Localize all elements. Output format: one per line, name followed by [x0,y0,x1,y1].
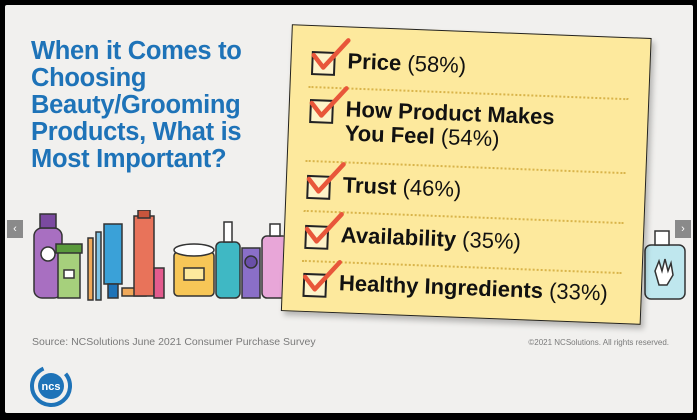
list-item: Trust (46%) [306,162,462,205]
checkmark-icon [311,38,351,70]
checkbox [304,212,344,250]
beauty-products-illustration [33,210,289,301]
checkbox [302,260,343,298]
list-item: Healthy Ingredients (33%) [302,260,609,309]
item-label: Price (58%) [347,48,467,78]
hand-sanitizer-illustration [644,230,686,300]
list-item: How Product Makes You Feel (54%) [308,86,556,153]
list-item: Availability (35%) [304,212,522,257]
logo-text: ncs [42,381,61,393]
item-label: How Product Makes You Feel (54%) [344,96,556,152]
list-item: Price (58%) [310,38,467,81]
checkmark-icon [304,212,344,244]
chevron-left-icon[interactable]: ‹ [7,220,23,238]
ncs-logo: ncs [30,365,72,407]
item-label: Healthy Ingredients (33%) [338,270,609,306]
checkmark-icon [302,260,343,292]
checkmark-icon [309,86,349,118]
copyright: ©2021 NCSolutions. All rights reserved. [528,338,669,347]
checkbox [309,86,349,124]
slide: When it Comes to Choosing Beauty/Groomin… [5,5,693,413]
chevron-right-icon[interactable]: › [675,220,691,238]
source-note: Source: NCSolutions June 2021 Consumer P… [32,336,316,348]
item-label: Availability (35%) [340,222,522,255]
checkbox [310,38,351,76]
checkbox [306,162,346,200]
page-title: When it Comes to Choosing Beauty/Groomin… [31,37,242,173]
checkmark-icon [306,162,346,194]
checklist-note: Price (58%) How Product Makes You Feel (… [280,24,652,338]
item-label: Trust (46%) [342,172,462,202]
note-paper: Price (58%) How Product Makes You Feel (… [280,24,652,325]
